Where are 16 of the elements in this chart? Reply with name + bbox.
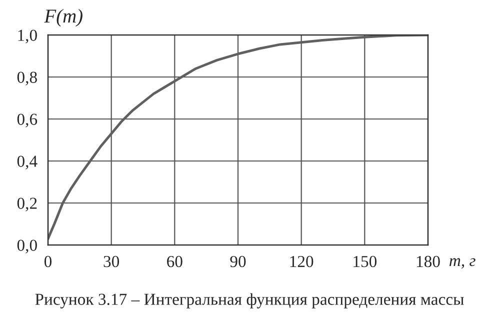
y-tick-label: 0,0 bbox=[17, 240, 37, 254]
y-tick-label: 0,2 bbox=[17, 198, 37, 212]
text: Рисунок 3.17 – Интегральная функция распределения массы bbox=[35, 293, 464, 308]
y-tick-label: 0,6 bbox=[17, 114, 38, 128]
x-tick-label: 60 bbox=[167, 256, 182, 268]
y-tick-label: 0,4 bbox=[17, 156, 38, 170]
y-tick-label: 0,8 bbox=[17, 72, 37, 86]
y-tick-label: 1,0 bbox=[18, 30, 37, 44]
x-tick-label: 30 bbox=[104, 256, 120, 268]
x-tick-label: 180 bbox=[416, 256, 440, 268]
x-tick-label: 0 bbox=[44, 256, 52, 268]
x-tick-label: 150 bbox=[354, 256, 377, 268]
x-tick-label: 90 bbox=[230, 256, 246, 268]
x-axis-title: m, г bbox=[450, 258, 476, 269]
y-axis-title: F(m) bbox=[44, 8, 82, 27]
x-tick-label: 120 bbox=[290, 256, 314, 268]
